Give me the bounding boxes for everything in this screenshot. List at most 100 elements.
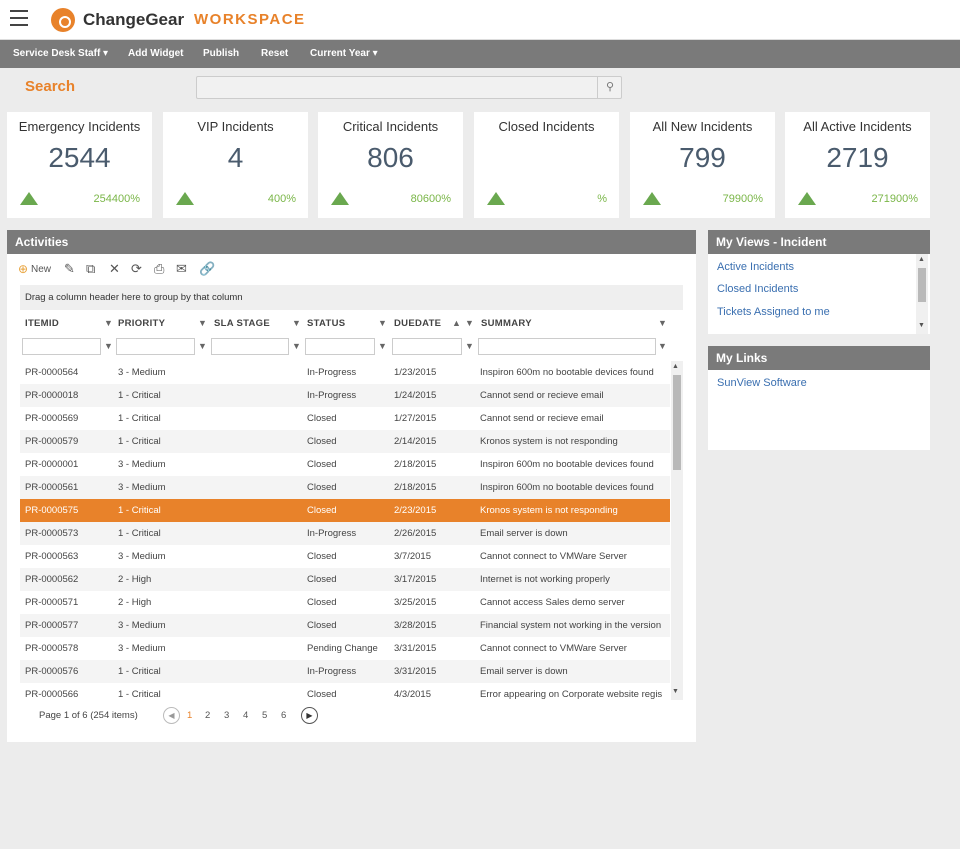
link-icon[interactable]: 🔗: [199, 261, 216, 276]
cell-summary: Financial system not working in the vers…: [480, 620, 662, 631]
column-header-itemid[interactable]: ITEMID: [25, 318, 59, 329]
filter-icon[interactable]: ▼: [378, 318, 387, 328]
new-icon[interactable]: ⊕: [18, 262, 29, 276]
cell-duedate: 3/7/2015: [394, 551, 431, 562]
column-header-sla-stage[interactable]: SLA STAGE: [214, 318, 271, 329]
table-row[interactable]: PR-0000562 2 - High Closed 3/17/2015 Int…: [20, 568, 670, 591]
scroll-up-icon[interactable]: ▲: [672, 363, 679, 370]
cell-itemid: PR-0000579: [25, 436, 79, 447]
filter-options-icon[interactable]: ▼: [198, 341, 207, 351]
filter-icon[interactable]: ▼: [658, 318, 667, 328]
table-row[interactable]: PR-0000576 1 - Critical In-Progress 3/31…: [20, 660, 670, 683]
view-link-closed-incidents[interactable]: Closed Incidents: [717, 283, 799, 295]
table-row[interactable]: PR-0000578 3 - Medium Pending Change 3/3…: [20, 637, 670, 660]
sort-ascending-icon[interactable]: ▲: [452, 318, 461, 328]
next-page-icon[interactable]: ▶: [301, 707, 318, 724]
table-row[interactable]: PR-0000561 3 - Medium Closed 2/18/2015 I…: [20, 476, 670, 499]
link-sunview-software[interactable]: SunView Software: [717, 377, 807, 389]
cell-summary: Inspiron 600m no bootable devices found: [480, 482, 654, 493]
menu-reset[interactable]: Reset: [261, 48, 289, 59]
scroll-down-icon[interactable]: ▼: [672, 688, 679, 695]
table-row[interactable]: PR-0000573 1 - Critical In-Progress 2/26…: [20, 522, 670, 545]
card-title: VIP Incidents: [197, 119, 274, 134]
previous-page-icon[interactable]: ◀: [163, 707, 180, 724]
card-percent: 80600%: [410, 193, 451, 205]
table-row[interactable]: PR-0000566 1 - Critical Closed 4/3/2015 …: [20, 683, 670, 700]
cell-status: Closed: [307, 620, 337, 631]
scrollbar-thumb[interactable]: [673, 375, 681, 470]
card-critical-incidents[interactable]: Critical Incidents 806 80600%: [318, 112, 463, 218]
page-link[interactable]: 4: [243, 710, 249, 721]
brand-name: ChangeGear: [83, 10, 185, 29]
view-link-active-incidents[interactable]: Active Incidents: [717, 261, 795, 273]
card-all-active-incidents[interactable]: All Active Incidents 2719 271900%: [785, 112, 930, 218]
card-vip-incidents[interactable]: VIP Incidents 4 400%: [163, 112, 308, 218]
page-link[interactable]: 5: [262, 710, 268, 721]
page-link[interactable]: 2: [205, 710, 211, 721]
table-row[interactable]: PR-0000018 1 - Critical In-Progress 1/24…: [20, 384, 670, 407]
page-link[interactable]: 1: [187, 710, 193, 721]
menu-service-desk-staff[interactable]: Service Desk Staff ▾: [13, 48, 109, 59]
table-row[interactable]: PR-0000564 3 - Medium In-Progress 1/23/2…: [20, 361, 670, 384]
delete-icon[interactable]: ✕: [109, 261, 120, 276]
filter-options-icon[interactable]: ▼: [378, 341, 387, 351]
table-row[interactable]: PR-0000571 2 - High Closed 3/25/2015 Can…: [20, 591, 670, 614]
page-link[interactable]: 3: [224, 710, 230, 721]
cell-duedate: 3/28/2015: [394, 620, 437, 631]
column-header-summary[interactable]: SUMMARY: [481, 318, 532, 329]
my-views-scrollbar[interactable]: ▲ ▼: [916, 254, 928, 334]
search-input[interactable]: ⚲: [196, 76, 622, 99]
cell-priority: 2 - High: [118, 574, 152, 585]
filter-icon[interactable]: ▼: [465, 318, 474, 328]
cell-summary: Cannot connect to VMWare Server: [480, 551, 627, 562]
filter-priority-input[interactable]: [116, 338, 195, 355]
print-icon[interactable]: ⎙: [154, 261, 165, 276]
table-row[interactable]: PR-0000577 3 - Medium Closed 3/28/2015 F…: [20, 614, 670, 637]
activities-title: Activities: [7, 230, 696, 254]
table-row[interactable]: PR-0000579 1 - Critical Closed 2/14/2015…: [20, 430, 670, 453]
menu-hamburger-icon[interactable]: [10, 10, 28, 26]
filter-status-input[interactable]: [305, 338, 375, 355]
scrollbar-thumb[interactable]: [918, 268, 926, 302]
scroll-down-icon[interactable]: ▼: [918, 322, 925, 329]
refresh-icon[interactable]: ⟳: [131, 261, 142, 276]
cell-duedate: 2/26/2015: [394, 528, 437, 539]
column-header-status[interactable]: STATUS: [307, 318, 346, 329]
group-by-bar[interactable]: Drag a column header here to group by th…: [20, 285, 683, 310]
filter-itemid-input[interactable]: [22, 338, 101, 355]
table-row[interactable]: PR-0000569 1 - Critical Closed 1/27/2015…: [20, 407, 670, 430]
filter-icon[interactable]: ▼: [292, 318, 301, 328]
grid-scrollbar[interactable]: ▲ ▼: [671, 361, 683, 700]
view-link-tickets-assigned[interactable]: Tickets Assigned to me: [717, 306, 830, 318]
scroll-up-icon[interactable]: ▲: [918, 256, 925, 263]
filter-options-icon[interactable]: ▼: [658, 341, 667, 351]
column-header-duedate[interactable]: DUEDATE: [394, 318, 442, 329]
filter-icon[interactable]: ▼: [104, 318, 113, 328]
my-links-title: My Links: [708, 346, 930, 370]
copy-icon[interactable]: ⧉: [86, 261, 96, 276]
card-all-new-incidents[interactable]: All New Incidents 799 79900%: [630, 112, 775, 218]
search-icon[interactable]: ⚲: [597, 77, 622, 98]
new-button[interactable]: New: [31, 264, 52, 275]
menu-publish[interactable]: Publish: [203, 48, 240, 59]
card-percent: %: [597, 193, 607, 205]
email-icon[interactable]: ✉: [176, 261, 187, 276]
filter-options-icon[interactable]: ▼: [292, 341, 301, 351]
page-link[interactable]: 6: [281, 710, 287, 721]
filter-options-icon[interactable]: ▼: [104, 341, 113, 351]
table-row[interactable]: PR-0000001 3 - Medium Closed 2/18/2015 I…: [20, 453, 670, 476]
card-emergency-incidents[interactable]: Emergency Incidents 2544 254400%: [7, 112, 152, 218]
filter-options-icon[interactable]: ▼: [465, 341, 474, 351]
table-row-selected[interactable]: PR-0000575 1 - Critical Closed 2/23/2015…: [20, 499, 670, 522]
edit-icon[interactable]: ✎: [64, 261, 75, 276]
cell-duedate: 3/25/2015: [394, 597, 437, 608]
card-closed-incidents[interactable]: Closed Incidents %: [474, 112, 619, 218]
menu-current-year[interactable]: Current Year ▾: [310, 48, 378, 59]
filter-duedate-input[interactable]: [392, 338, 462, 355]
filter-summary-input[interactable]: [478, 338, 656, 355]
filter-icon[interactable]: ▼: [198, 318, 207, 328]
menu-add-widget[interactable]: Add Widget: [128, 48, 184, 59]
filter-sla-stage-input[interactable]: [211, 338, 289, 355]
table-row[interactable]: PR-0000563 3 - Medium Closed 3/7/2015 Ca…: [20, 545, 670, 568]
column-header-priority[interactable]: PRIORITY: [118, 318, 166, 329]
